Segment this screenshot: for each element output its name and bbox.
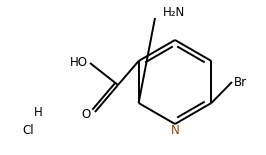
Text: H: H	[34, 106, 42, 120]
Text: Br: Br	[234, 75, 247, 89]
Text: HO: HO	[70, 57, 88, 69]
Text: H₂N: H₂N	[163, 7, 185, 20]
Text: N: N	[171, 124, 179, 137]
Text: Cl: Cl	[22, 124, 34, 137]
Text: O: O	[82, 108, 91, 122]
